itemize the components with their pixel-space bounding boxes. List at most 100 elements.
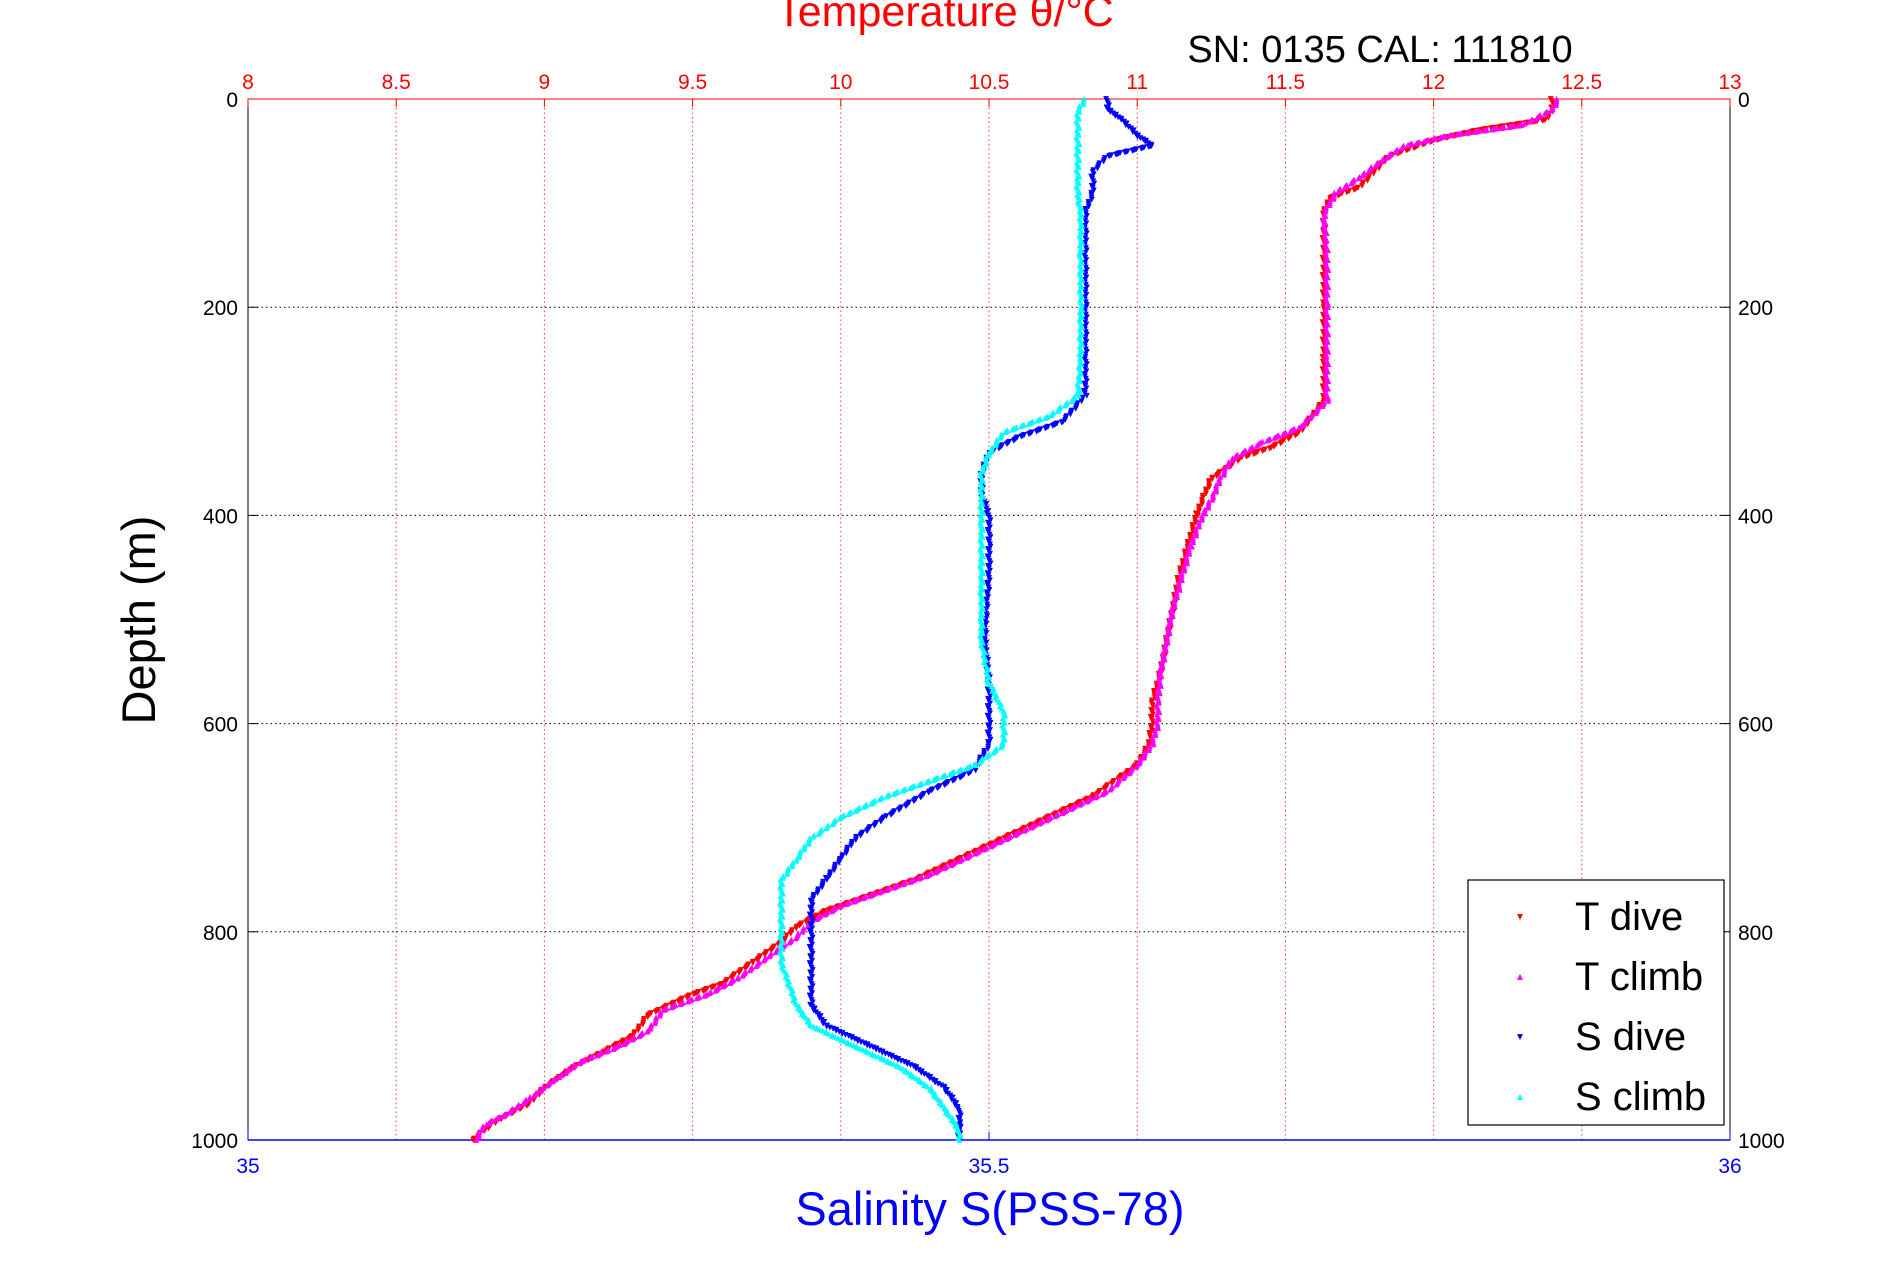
data-point [863,828,871,835]
data-point [939,773,946,780]
data-point [1330,195,1337,202]
data-point [979,543,986,550]
data-point [1076,173,1083,180]
data-point [831,867,838,874]
data-point [779,881,786,888]
tick-label-depth-right: 800 [1738,922,1773,945]
data-point [587,1055,594,1062]
data-point [820,1020,827,1027]
data-point [980,526,987,533]
data-point [1138,145,1145,152]
tick-label-temperature: 13 [1718,71,1741,94]
data-point [826,873,833,880]
series-t-climb [473,95,1560,1143]
data-point [1322,220,1329,227]
data-point [1359,182,1366,189]
data-point [1042,425,1049,432]
data-point [1359,172,1366,179]
data-point [822,1029,829,1036]
data-point [1463,129,1470,136]
data-point [807,1022,814,1029]
data-point [916,875,923,882]
data-point [1076,801,1083,808]
data-point [1062,402,1069,409]
data-point [1079,341,1086,348]
data-point [1099,791,1106,798]
data-point [876,889,883,896]
data-point [1319,402,1326,409]
data-point [636,1033,643,1040]
data-point [1323,237,1330,244]
data-point [1054,407,1061,414]
data-point [1002,428,1009,435]
data-point [1421,138,1428,145]
data-point [787,930,794,937]
data-point [1141,754,1148,761]
data-point [859,1046,866,1053]
data-point [779,913,786,920]
data-point [1078,247,1085,254]
data-point [918,1079,925,1086]
data-point [1259,448,1266,455]
data-point [856,1045,863,1052]
data-point [1539,117,1546,124]
data-point [1126,770,1133,777]
data-point [956,857,963,864]
data-point [621,1040,628,1047]
data-point [1324,256,1331,263]
data-point [1280,431,1287,438]
data-point [1113,781,1120,788]
data-point [1080,101,1087,108]
data-point [753,962,760,970]
data-point [1155,725,1162,732]
data-point [1324,304,1331,311]
data-point [766,953,773,960]
data-point [805,840,812,847]
data-point [792,935,799,942]
data-point [483,1121,490,1128]
data-point [479,1127,486,1134]
tick-label-temperature: 8 [242,71,254,94]
data-point [768,947,775,954]
data-point [1079,323,1086,330]
data-point [883,793,890,800]
data-point [493,1116,500,1123]
data-point [788,863,795,870]
data-point [853,1044,860,1051]
data-point [848,842,855,849]
data-point [1404,142,1411,149]
data-point [1205,504,1212,511]
data-point [1025,431,1033,438]
data-point [1158,673,1165,680]
data-point [816,1026,823,1033]
data-point [652,1019,659,1026]
data-point [955,767,962,774]
data-point [1184,560,1191,567]
data-point [1133,763,1140,770]
data-point [1076,140,1083,147]
data-point [1001,719,1008,726]
data-point [473,1136,480,1143]
data-point [1413,139,1420,146]
tick-label-temperature: 10.5 [969,71,1010,94]
tick-label-temperature: 10 [829,71,852,94]
data-point [1079,239,1086,246]
data-point [1049,422,1056,429]
data-point [1307,415,1314,422]
data-point [470,1137,477,1144]
data-point [1145,746,1152,753]
data-point [821,911,828,918]
data-point [859,895,866,902]
data-point [1271,434,1278,441]
data-point [996,839,1003,846]
data-point [907,1072,914,1079]
data-point [819,1027,826,1034]
data-point [850,898,858,905]
tick-label-depth-left: 200 [203,297,238,320]
data-point [907,878,914,885]
data-point [997,744,1004,751]
data-point [1370,170,1377,177]
data-point [990,749,997,756]
data-point [1253,442,1260,449]
